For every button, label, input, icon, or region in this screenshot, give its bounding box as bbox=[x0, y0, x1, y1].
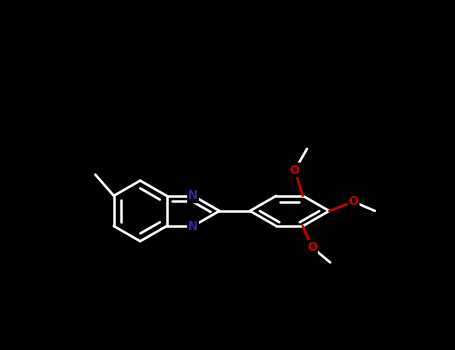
Text: N: N bbox=[188, 189, 198, 202]
Text: O: O bbox=[307, 241, 317, 254]
Text: O: O bbox=[290, 163, 300, 176]
Text: N: N bbox=[188, 219, 198, 233]
Text: O: O bbox=[349, 195, 359, 208]
